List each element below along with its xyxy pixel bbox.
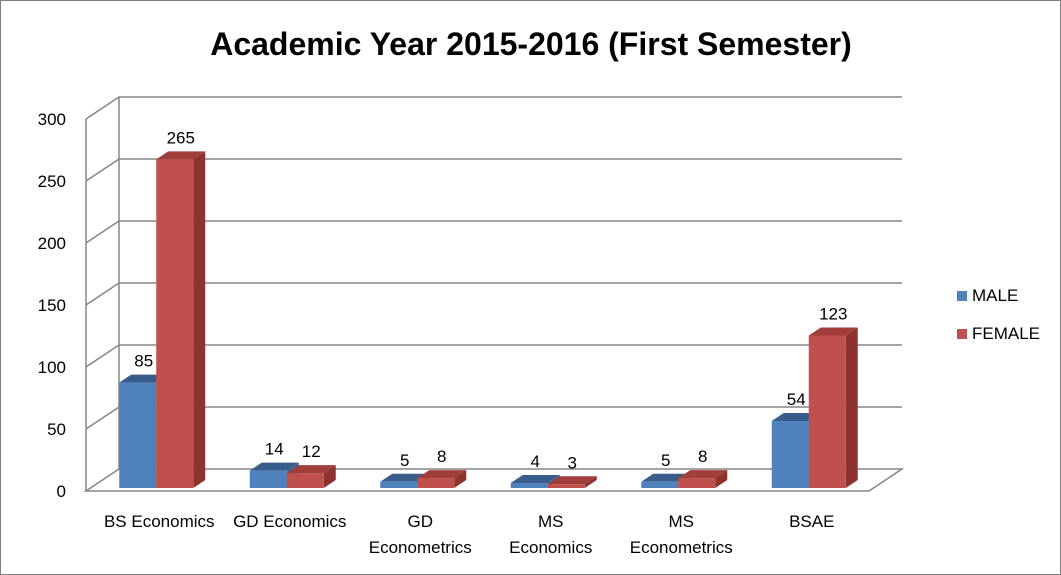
gridline xyxy=(85,282,902,306)
legend-label: MALE xyxy=(972,286,1018,305)
x-category-label: GD Economics xyxy=(233,512,346,531)
bar-female xyxy=(156,151,206,488)
data-label: 5 xyxy=(661,451,670,470)
y-tick-label: 150 xyxy=(38,296,66,315)
bar-female xyxy=(547,476,597,488)
data-label: 4 xyxy=(531,452,540,471)
data-label: 12 xyxy=(302,442,321,461)
x-category-label: MS Economics xyxy=(509,512,592,557)
y-tick-label: 250 xyxy=(38,172,66,191)
x-category-label: MS Econometrics xyxy=(630,512,733,557)
bar-female xyxy=(808,327,858,488)
gridline xyxy=(85,158,902,182)
legend: MALE FEMALE xyxy=(957,286,1040,343)
gridline xyxy=(85,344,902,368)
bar-female xyxy=(286,465,336,488)
data-label: 54 xyxy=(787,390,806,409)
data-label: 8 xyxy=(698,447,707,466)
x-category-label: BS Economics xyxy=(104,512,215,531)
y-tick-label: 0 xyxy=(57,482,66,501)
x-category-label: GD Econometrics xyxy=(369,512,472,557)
y-axis: 0 50 100 150 200 250 300 xyxy=(38,110,66,501)
chart-title: Academic Year 2015-2016 (First Semester) xyxy=(210,26,852,62)
gridline xyxy=(85,96,902,120)
data-label: 123 xyxy=(819,304,847,323)
legend-item-male: MALE xyxy=(957,286,1018,305)
legend-label: FEMALE xyxy=(972,324,1040,343)
gridline xyxy=(85,220,902,244)
bars xyxy=(119,151,858,488)
gridlines xyxy=(83,96,905,492)
legend-item-female: FEMALE xyxy=(957,324,1040,343)
y-tick-label: 200 xyxy=(38,234,66,253)
data-label: 85 xyxy=(134,352,153,371)
y-tick-label: 300 xyxy=(38,110,66,129)
data-label: 265 xyxy=(167,128,195,147)
x-axis: BS Economics GD Economics GD Econometrics MS… xyxy=(104,512,834,557)
data-label: 14 xyxy=(265,440,284,459)
data-labels: 85 265 14 12 5 8 4 3 5 8 54 123 xyxy=(134,128,847,472)
data-label: 5 xyxy=(400,451,409,470)
data-label: 8 xyxy=(437,447,446,466)
floor-plane xyxy=(83,468,905,492)
x-category-label: BSAE xyxy=(789,512,834,531)
legend-swatch xyxy=(957,329,967,339)
y-tick-label: 100 xyxy=(38,358,66,377)
bar-female xyxy=(417,470,467,488)
y-tick-label: 50 xyxy=(47,420,66,439)
legend-swatch xyxy=(957,291,967,301)
data-label: 3 xyxy=(568,453,577,472)
bar-female xyxy=(678,470,728,488)
